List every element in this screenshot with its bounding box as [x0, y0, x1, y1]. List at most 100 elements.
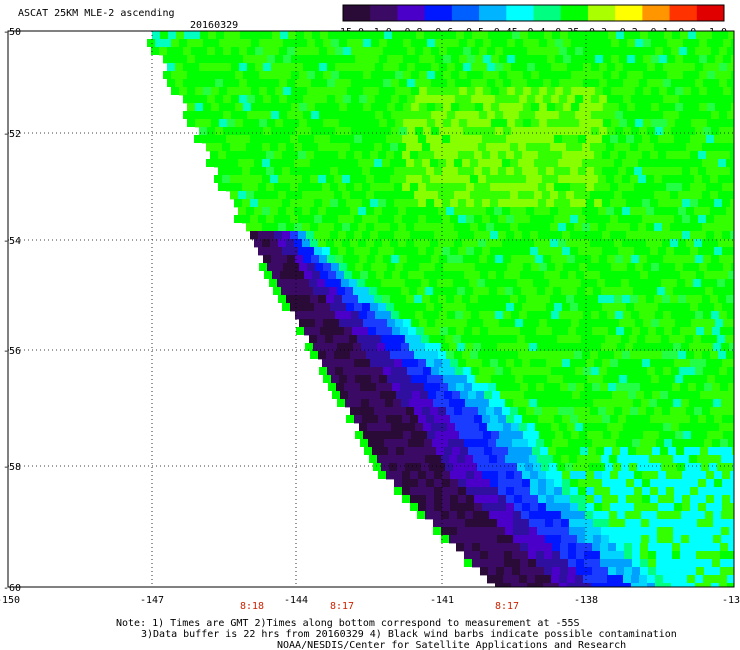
swath-cell — [426, 415, 435, 424]
swath-cell — [363, 319, 372, 328]
swath-cell — [402, 151, 411, 160]
swath-cell — [286, 175, 295, 184]
swath-cell — [492, 447, 501, 456]
swath-cell — [407, 423, 416, 432]
swath-cell — [726, 407, 735, 416]
swath-cell — [357, 335, 366, 344]
swath-cell — [608, 543, 617, 552]
swath-cell — [726, 239, 735, 248]
swath-cell — [474, 167, 483, 176]
swath-cell — [722, 247, 731, 256]
swath-cell — [192, 31, 201, 40]
swath-cell — [299, 319, 308, 328]
swath-cell — [706, 247, 715, 256]
swath-cell — [625, 343, 634, 352]
swath-cell — [524, 391, 533, 400]
swath-cell — [538, 151, 547, 160]
swath-cell — [531, 263, 540, 272]
swath-cell — [570, 471, 579, 480]
swath-cell — [510, 407, 519, 416]
swath-cell — [498, 167, 507, 176]
swath-cell — [315, 87, 324, 96]
swath-cell — [718, 239, 727, 248]
swath-cell — [703, 47, 712, 56]
swath-cell — [646, 143, 655, 152]
swath-cell — [659, 263, 668, 272]
swath-cell — [477, 279, 486, 288]
swath-cell — [686, 295, 695, 304]
swath-cell — [366, 207, 375, 216]
swath-cell — [650, 495, 659, 504]
swath-cell — [715, 431, 724, 440]
swath-cell — [682, 231, 691, 240]
swath-cell — [652, 391, 661, 400]
swath-cell — [504, 439, 513, 448]
swath-cell — [730, 151, 735, 160]
swath-cell — [632, 559, 641, 568]
swath-cell — [489, 527, 498, 536]
swath-cell — [363, 375, 372, 384]
swath-cell — [535, 63, 544, 72]
swath-cell — [424, 271, 433, 280]
swath-cell — [615, 127, 624, 136]
swath-cell — [659, 375, 668, 384]
swath-cell — [534, 143, 543, 152]
swath-cell — [642, 183, 651, 192]
swath-cell — [391, 79, 400, 88]
swath-cell — [326, 351, 335, 360]
swath-cell — [258, 215, 267, 224]
swath-cell — [659, 87, 668, 96]
swath-cell — [600, 559, 609, 568]
swath-cell — [697, 535, 706, 544]
swath-cell — [425, 343, 434, 352]
swath-cell — [606, 223, 615, 232]
colorbar-segment — [397, 5, 426, 21]
swath-cell — [583, 575, 592, 584]
swath-cell — [223, 95, 232, 104]
swath-cell — [527, 311, 536, 320]
swath-cell — [355, 103, 364, 112]
swath-cell — [406, 175, 415, 184]
swath-cell — [446, 175, 455, 184]
swath-cell — [724, 447, 733, 456]
swath-cell — [543, 47, 552, 56]
swath-cell — [686, 191, 695, 200]
swath-cell — [625, 519, 634, 528]
swath-cell — [503, 311, 512, 320]
swath-cell — [553, 527, 562, 536]
swath-cell — [602, 415, 611, 424]
swath-cell — [371, 103, 380, 112]
swath-cell — [460, 447, 469, 456]
swath-cell — [460, 391, 469, 400]
swath-cell — [368, 271, 377, 280]
swath-cell — [655, 423, 664, 432]
swath-cell — [263, 79, 272, 88]
swath-cell — [335, 111, 344, 120]
swath-cell — [487, 127, 496, 136]
swath-cell — [449, 511, 458, 520]
swath-cell — [298, 303, 307, 312]
swath-cell — [562, 487, 571, 496]
swath-cell — [442, 135, 451, 144]
swath-cell — [386, 231, 395, 240]
swath-cell — [330, 215, 339, 224]
swath-cell — [427, 119, 436, 128]
swath-cell — [431, 79, 440, 88]
swath-cell — [686, 207, 695, 216]
swath-cell — [578, 215, 587, 224]
swath-cell — [616, 559, 625, 568]
swath-cell — [662, 143, 671, 152]
swath-cell — [502, 407, 511, 416]
swath-cell — [575, 255, 584, 264]
swath-cell — [648, 559, 657, 568]
swath-cell — [691, 263, 700, 272]
swath-cell — [295, 255, 304, 264]
swath-cell — [399, 79, 408, 88]
swath-cell — [262, 207, 271, 216]
swath-cell — [658, 495, 667, 504]
swath-cell — [706, 135, 715, 144]
swath-cell — [335, 127, 344, 136]
swath-cell — [683, 263, 692, 272]
swath-cell — [386, 135, 395, 144]
swath-cell — [602, 183, 611, 192]
